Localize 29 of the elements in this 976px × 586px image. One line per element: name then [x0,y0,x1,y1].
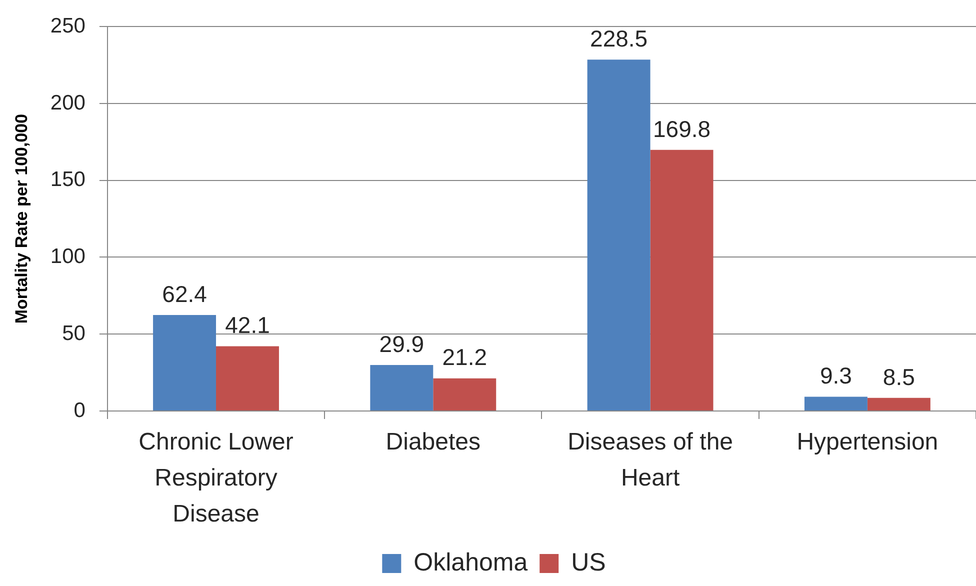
bar [370,365,434,410]
data-label: 228.5 [590,26,648,52]
x-tick-label: Chronic Lower Respiratory Disease [138,428,294,528]
data-label: 29.9 [379,330,424,357]
bar [153,315,216,410]
data-label: 62.4 [162,280,208,307]
bar [587,60,650,410]
bar [804,396,868,410]
legend-label: US [571,548,606,576]
y-tick-label: 150 [50,168,86,192]
bar [433,378,496,410]
data-label: 42.1 [225,312,270,338]
bar [867,398,930,410]
y-axis-title: Mortality Rate per 100,000 [12,114,31,324]
x-tick-label: Diabetes [386,428,481,456]
y-tick-label: 50 [62,322,86,345]
y-tick-label: 200 [50,91,86,114]
data-label: 8.5 [882,364,915,390]
legend-label: Oklahoma [414,548,528,576]
data-label: 21.2 [442,344,488,370]
bar [650,150,714,410]
y-tick-label: 0 [74,398,86,422]
data-label: 9.3 [820,362,852,389]
x-tick-label: Hypertension [796,428,938,456]
data-label: 169.8 [652,116,711,142]
x-tick-label: Diseases of the Heart [568,428,733,492]
y-tick-label: 100 [50,245,86,268]
bar [216,346,279,410]
y-tick-label: 250 [50,14,86,38]
